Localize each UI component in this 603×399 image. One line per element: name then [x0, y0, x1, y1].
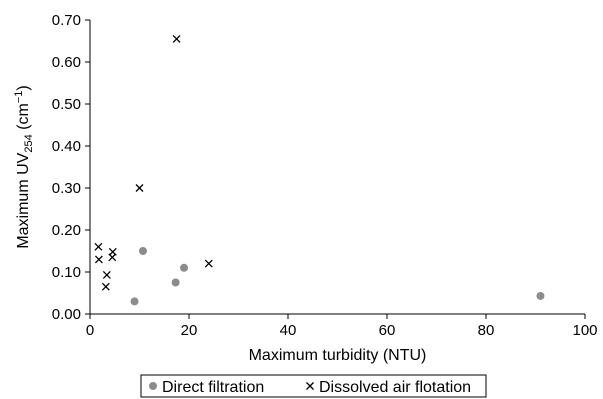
y-axis-title-unit-open: (cm [15, 103, 32, 134]
legend-x-glyph [306, 382, 314, 390]
point-direct-filtration [171, 278, 180, 287]
point-direct-filtration [180, 263, 189, 272]
y-axis-title-superscript: −1 [13, 91, 25, 104]
legend-marker-dissolved-air-flotation [306, 382, 314, 390]
y-tick-label: 0.50 [52, 96, 81, 113]
y-tick-label: 0.00 [52, 306, 81, 323]
y-tick-label: 0.30 [52, 180, 81, 197]
point-dissolved-air-flotation [102, 270, 111, 279]
x-tick-label: 20 [181, 322, 198, 339]
y-tick-label: 0.40 [52, 138, 81, 155]
point-direct-filtration [130, 297, 139, 306]
point-dissolved-air-flotation [101, 282, 110, 291]
point-dissolved-air-flotation [94, 242, 103, 251]
legend-marker-direct-filtration [149, 382, 157, 390]
legend-label-direct-filtration: Direct filtration [162, 379, 264, 396]
point-dissolved-air-flotation [135, 184, 144, 192]
legend: Direct filtration Dissolved air flotatio… [140, 374, 487, 398]
legend-label-dissolved-air-flotation: Dissolved air flotation [319, 379, 471, 396]
y-axis-title-subscript: 254 [23, 134, 35, 152]
x-tick-label: 40 [280, 322, 297, 339]
x-axis-title: Maximum turbidity (NTU) [249, 347, 427, 364]
y-tick-label: 0.10 [52, 264, 81, 281]
x-ticks: 0 20 40 60 80 100 [86, 314, 598, 339]
point-dissolved-air-flotation [108, 247, 117, 256]
point-direct-filtration [138, 247, 147, 255]
y-tick-label: 0.70 [52, 12, 81, 29]
x-tick-label: 100 [572, 322, 597, 339]
data-points [94, 34, 545, 306]
legend-box [140, 374, 487, 398]
point-dissolved-air-flotation [172, 34, 181, 43]
axes [89, 20, 585, 315]
x-tick-label: 0 [86, 322, 94, 339]
point-dissolved-air-flotation [94, 255, 103, 264]
y-axis-title-unit-close: ) [15, 85, 32, 90]
y-ticks: 0.00 0.10 0.20 0.30 0.40 0.50 0.60 0.70 [52, 12, 90, 323]
y-tick-label: 0.60 [52, 54, 81, 71]
point-dissolved-air-flotation [204, 259, 213, 268]
x-tick-label: 80 [478, 322, 495, 339]
y-tick-label: 0.20 [52, 222, 81, 239]
y-axis-title: Maximum UV254 (cm−1) [13, 85, 35, 248]
y-axis-title-prefix: Maximum UV [15, 152, 32, 248]
point-direct-filtration [536, 291, 545, 300]
x-tick-label: 60 [379, 322, 396, 339]
